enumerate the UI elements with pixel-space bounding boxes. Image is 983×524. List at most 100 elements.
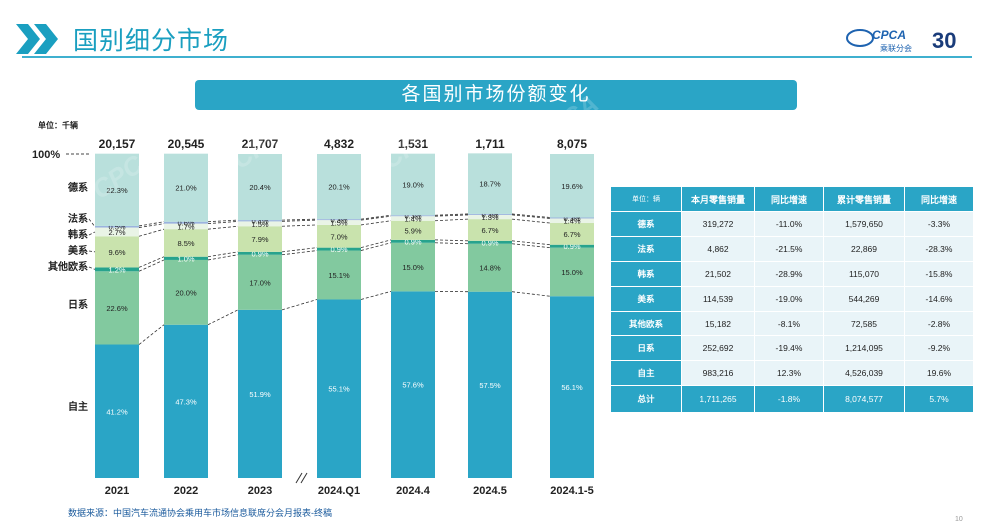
table-header-ytd-yoy: 同比增速 xyxy=(904,186,974,212)
bar-segment xyxy=(238,220,282,222)
bar-segment xyxy=(550,218,594,224)
bar-segment xyxy=(164,153,208,222)
bar-segment xyxy=(164,259,208,325)
table-cell: 21,502 xyxy=(681,260,755,287)
table-header-ytd-sales: 累计零售销量 xyxy=(823,186,905,212)
bar-segment xyxy=(391,291,435,478)
table-cell: -15.8% xyxy=(904,260,974,287)
data-label: 19.0% xyxy=(402,180,424,189)
table-row-label: 日系 xyxy=(610,335,682,362)
table-cell: 114,539 xyxy=(681,285,755,312)
bar-segment xyxy=(164,223,208,230)
data-label: 1.3% xyxy=(481,213,498,222)
table-row: 韩系 21,502 -28.9% 115,070 -15.8% xyxy=(610,260,974,287)
bar-segment xyxy=(317,219,361,221)
data-label: 41.2% xyxy=(106,407,128,416)
data-label: 0.5% xyxy=(108,223,125,232)
series-name-label: 法系 xyxy=(68,212,88,225)
total-label: 20,157 xyxy=(99,137,136,151)
table-row-label: 其他欧系 xyxy=(610,310,682,337)
data-label: 15.0% xyxy=(402,263,424,272)
bar-segment xyxy=(391,216,435,221)
data-label: 1.7% xyxy=(177,222,194,231)
series-name-label: 美系 xyxy=(68,244,88,257)
connector-line xyxy=(511,240,551,246)
connector-line xyxy=(281,224,318,227)
connector-line xyxy=(138,228,165,237)
data-label: 5.9% xyxy=(404,226,421,235)
bar-segment xyxy=(238,154,282,221)
table-cell: 72,585 xyxy=(823,310,905,337)
table-row-label: 总计 xyxy=(610,385,682,414)
connector-line xyxy=(281,299,318,311)
sales-table: 单位：辆 本月零售销量 同比增速 累计零售销量 同比增速 德系 319,272 -1… xyxy=(610,186,974,414)
data-label: 0.9% xyxy=(481,238,498,247)
data-label: 17.0% xyxy=(249,278,271,287)
series-name-label: 其他欧系 xyxy=(48,260,88,273)
page-number: 10 xyxy=(955,516,963,523)
bar-segment xyxy=(468,291,512,478)
stacked-bar-chart: 100% 41.2% 22.6% 1.2% 9.6% 2.7%0.5% 22.3% 20,15… xyxy=(32,137,594,497)
table-cell: 1,579,650 xyxy=(823,211,905,237)
connector-line xyxy=(360,214,392,220)
bar-segment xyxy=(391,242,435,292)
data-label: 8.5% xyxy=(177,239,194,248)
table-row: 法系 4,862 -21.5% 22,869 -28.3% xyxy=(610,235,974,262)
connector-line xyxy=(207,220,239,225)
table-row: 日系 252,692 -19.4% 1,214,095 -9.2% xyxy=(610,335,974,362)
connector-line xyxy=(138,324,165,345)
category-label: 2024.Q1 xyxy=(318,485,360,497)
logo-text: CPCA xyxy=(872,28,906,42)
data-label: 1.0% xyxy=(177,254,194,263)
connector-line xyxy=(434,239,469,242)
series-name-label: 德系 xyxy=(67,181,88,194)
data-label: 1.2% xyxy=(108,265,125,274)
data-label: 0.3% xyxy=(563,214,580,223)
data-label: 1.4% xyxy=(563,217,580,226)
table-header-month-yoy: 同比增速 xyxy=(754,186,824,212)
logo-anniversary: 30 xyxy=(932,28,956,53)
data-label: 15.0% xyxy=(561,268,583,277)
bar-segment xyxy=(95,153,139,226)
bar-segment xyxy=(238,254,282,310)
table-row-label: 美系 xyxy=(610,285,682,312)
axis-label-100: 100% xyxy=(32,149,60,161)
data-label: 20.4% xyxy=(249,183,271,192)
bar-segment xyxy=(95,236,139,268)
bar-segment xyxy=(468,213,512,215)
data-label: 6.7% xyxy=(563,230,580,239)
page-title: 国别细分市场 xyxy=(73,27,230,55)
header-divider xyxy=(22,56,972,58)
data-label: 14.8% xyxy=(479,264,501,273)
table-cell: 4,862 xyxy=(681,235,755,262)
connector-line xyxy=(138,259,165,272)
category-label: 2022 xyxy=(174,485,198,497)
data-label: 1.5% xyxy=(251,220,268,229)
category-label: 2024.4 xyxy=(396,485,431,497)
connector-line xyxy=(434,214,469,217)
bar-segment xyxy=(95,267,139,272)
data-label: 9.6% xyxy=(108,248,125,257)
table-cell: 4,526,039 xyxy=(823,360,905,387)
bar-segment xyxy=(238,226,282,252)
data-label: 7.0% xyxy=(330,232,347,241)
connector-line xyxy=(207,219,239,223)
data-label: 57.6% xyxy=(402,381,424,390)
table-cell: -2.8% xyxy=(904,310,974,337)
data-label: 56.1% xyxy=(561,383,583,392)
table-row: 其他欧系 15,182 -8.1% 72,585 -2.8% xyxy=(610,310,974,337)
series-name-label: 韩系 xyxy=(68,228,88,241)
connector-line xyxy=(138,223,165,228)
connector-line xyxy=(360,220,392,226)
data-label: 0.3% xyxy=(330,216,347,225)
data-label: 19.6% xyxy=(561,182,583,191)
table-row-label: 自主 xyxy=(610,360,682,387)
data-label: 55.1% xyxy=(328,385,350,394)
data-label: 18.7% xyxy=(479,180,501,189)
data-label: 20.0% xyxy=(175,288,197,297)
table-cell: 544,269 xyxy=(823,285,905,312)
bar-segment xyxy=(550,154,594,218)
total-label: 4,832 xyxy=(324,137,354,151)
data-label: 2.7% xyxy=(108,228,125,237)
table-cell: 12.3% xyxy=(754,360,824,387)
